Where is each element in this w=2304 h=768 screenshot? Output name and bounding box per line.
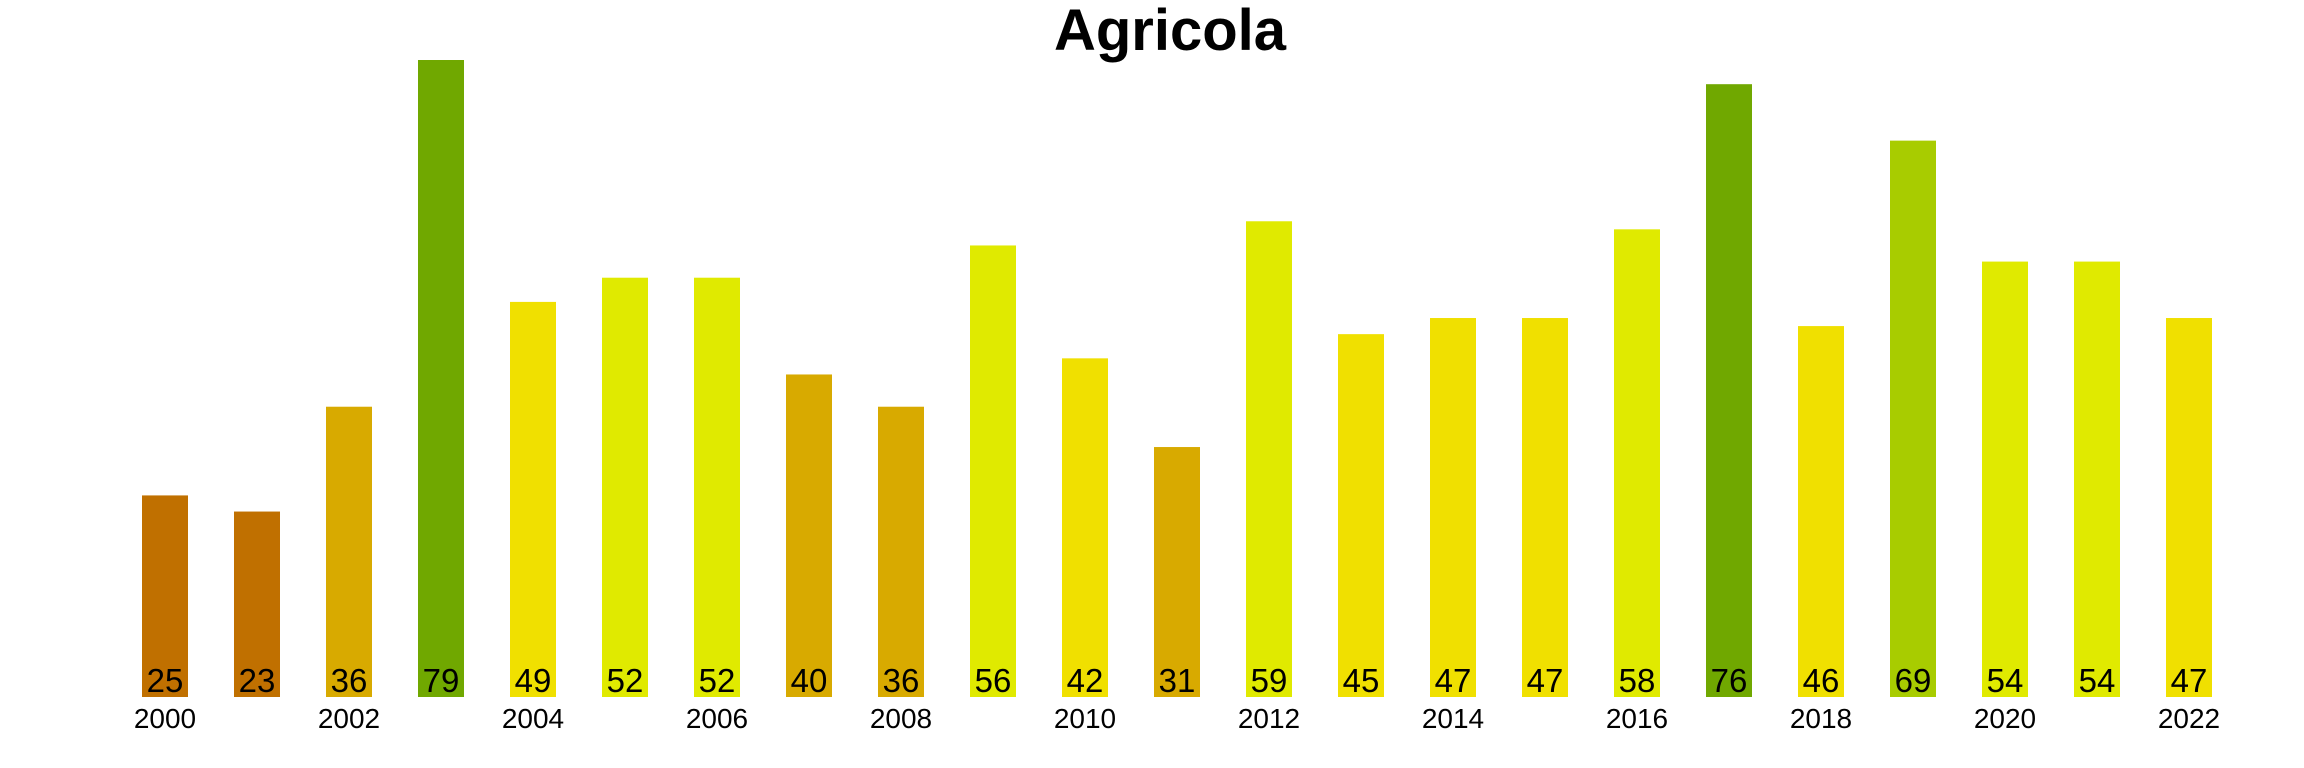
value-label-2008: 36 [883, 662, 920, 699]
bar-2008 [878, 406, 924, 697]
value-label-2019: 69 [1895, 662, 1932, 699]
x-tick-2002: 2002 [318, 703, 380, 734]
value-label-2002: 36 [331, 662, 368, 699]
bar-2010 [1062, 358, 1108, 697]
x-tick-2010: 2010 [1054, 703, 1116, 734]
value-label-2020: 54 [1987, 662, 2024, 699]
value-label-2021: 54 [2079, 662, 2116, 699]
bar-2020 [1982, 261, 2028, 697]
bar-2005 [602, 277, 648, 697]
value-label-2017: 76 [1711, 662, 1748, 699]
bar-2017 [1706, 84, 1752, 697]
bar-2000 [142, 495, 188, 697]
bar-2006 [694, 277, 740, 697]
bar-2002 [326, 406, 372, 697]
x-tick-2020: 2020 [1974, 703, 2036, 734]
value-label-2022: 47 [2171, 662, 2208, 699]
x-tick-2014: 2014 [1422, 703, 1484, 734]
bars-group [142, 60, 2212, 698]
bar-2014 [1430, 318, 1476, 697]
x-tick-2016: 2016 [1606, 703, 1668, 734]
value-label-2004: 49 [515, 662, 552, 699]
value-label-2001: 23 [239, 662, 276, 699]
bar-2021 [2074, 261, 2120, 697]
value-label-2013: 45 [1343, 662, 1380, 699]
value-label-2015: 47 [1527, 662, 1564, 699]
bar-2011 [1154, 447, 1200, 697]
bar-2003 [418, 60, 464, 697]
value-label-2009: 56 [975, 662, 1012, 699]
value-label-2016: 58 [1619, 662, 1656, 699]
bar-2016 [1614, 229, 1660, 698]
bar-2022 [2166, 318, 2212, 697]
value-label-2014: 47 [1435, 662, 1472, 699]
bar-2018 [1798, 326, 1844, 697]
value-label-2011: 31 [1159, 662, 1196, 699]
x-tick-2018: 2018 [1790, 703, 1852, 734]
bar-2015 [1522, 318, 1568, 697]
bar-2019 [1890, 140, 1936, 697]
x-tick-2006: 2006 [686, 703, 748, 734]
value-label-2007: 40 [791, 662, 828, 699]
bar-2009 [970, 245, 1016, 698]
value-label-2018: 46 [1803, 662, 1840, 699]
x-tick-labels-group: 2000 2002 2004 2006 2008 2010 2012 2014 2016 2018… [134, 703, 2220, 734]
value-labels-group: 25 23 36 79 49 52 52 40 36 56 42 31 59 45 47 47 58 76 46 69… [147, 662, 2208, 699]
bar-2004 [510, 301, 556, 697]
value-label-2012: 59 [1251, 662, 1288, 699]
bar-2013 [1338, 334, 1384, 697]
x-tick-2000: 2000 [134, 703, 196, 734]
value-label-2006: 52 [699, 662, 736, 699]
bar-2012 [1246, 221, 1292, 698]
bar-2001 [234, 511, 280, 697]
x-tick-2004: 2004 [502, 703, 564, 734]
value-label-2000: 25 [147, 662, 184, 699]
x-tick-2008: 2008 [870, 703, 932, 734]
value-label-2003: 79 [423, 662, 460, 699]
value-label-2005: 52 [607, 662, 644, 699]
x-tick-2012: 2012 [1238, 703, 1300, 734]
x-tick-2022: 2022 [2158, 703, 2220, 734]
bar-2007 [786, 374, 832, 697]
value-label-2010: 42 [1067, 662, 1104, 699]
chart-title: Agricola [1054, 0, 1287, 63]
